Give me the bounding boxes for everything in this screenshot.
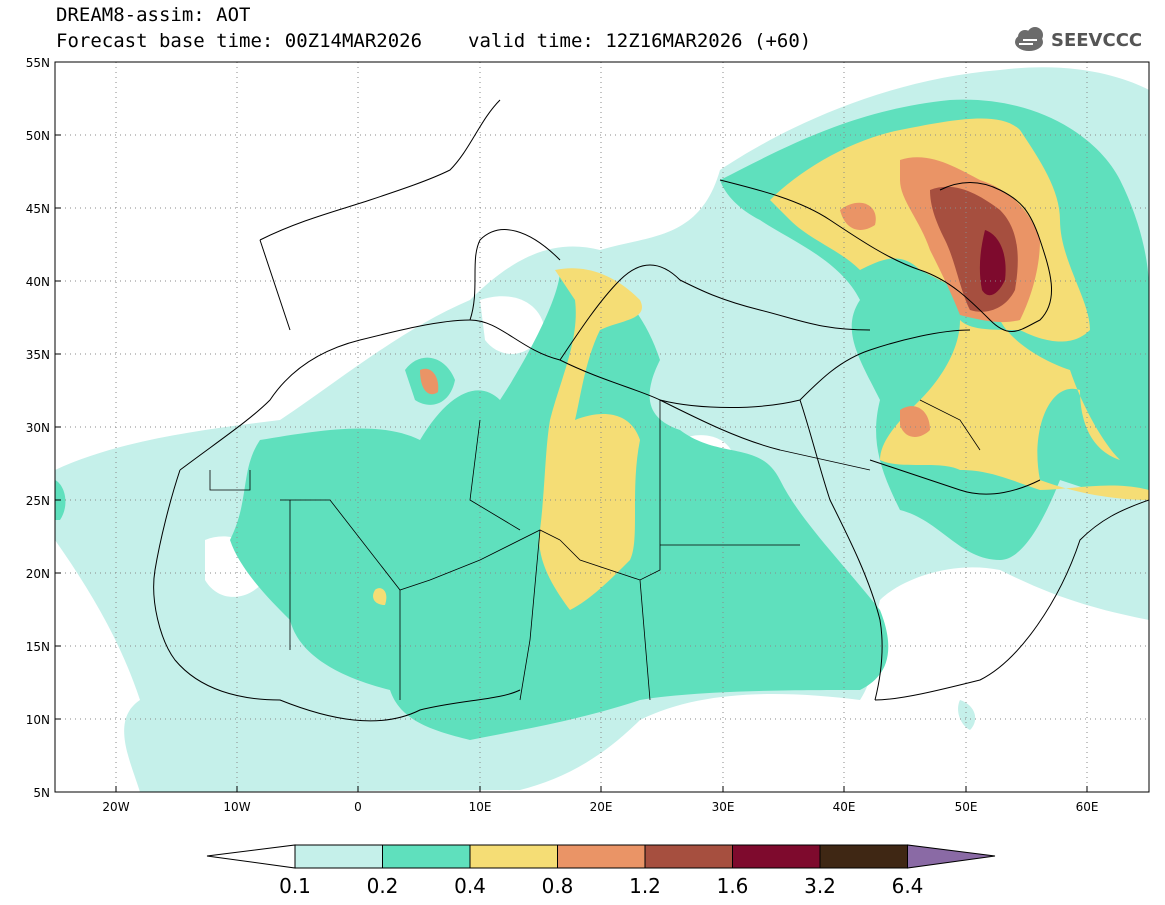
lat-label: 55N	[26, 56, 50, 70]
base-time: Forecast base time: 00Z14MAR2026	[56, 30, 423, 52]
colorbar-box	[382, 844, 471, 869]
colorbar-box	[644, 844, 733, 869]
borders	[209, 399, 981, 701]
valid-time: valid time: 12Z16MAR2026 (+60)	[468, 30, 812, 52]
lat-label: 20N	[26, 567, 50, 581]
lat-label: 50N	[26, 129, 50, 143]
lat-label: 45N	[26, 202, 50, 216]
lon-label: 60E	[1076, 800, 1099, 814]
map-title: DREAM8-assim: AOT	[56, 4, 251, 26]
colorbar-box	[819, 844, 908, 869]
colorbar-label: 3.2	[804, 874, 836, 898]
lat-label: 25N	[26, 494, 50, 508]
tick-marks	[55, 134, 1088, 792]
colorbar-label: 0.1	[279, 874, 311, 898]
lon-label: 40E	[833, 800, 856, 814]
lon-label: 10E	[469, 800, 492, 814]
lon-label: 0	[354, 800, 362, 814]
lon-label: 10W	[223, 800, 250, 814]
colorbar-label: 6.4	[892, 874, 924, 898]
lon-label: 20E	[590, 800, 613, 814]
aot-level-1.6	[979, 230, 1006, 296]
colorbar-box	[294, 844, 383, 869]
colorbar-label: 1.6	[717, 874, 749, 898]
lat-label: 5N	[33, 786, 50, 800]
graticule	[55, 62, 1149, 792]
colorbar-label: 0.4	[454, 874, 486, 898]
logo-text: SEEVCCC	[1051, 30, 1142, 51]
lat-label: 40N	[26, 275, 50, 289]
cloud-icon	[1015, 27, 1043, 51]
seevccc-logo: SEEVCCC	[1015, 27, 1142, 51]
colorbar-box	[557, 844, 646, 869]
map-subtitle: Forecast base time: 00Z14MAR2026 valid ti…	[56, 30, 811, 52]
colorbar-label: 0.8	[542, 874, 574, 898]
colorbar-box	[732, 844, 821, 869]
latitude-labels: 55N 50N 45N 40N 35N 30N 25N 20N 15N 10N …	[26, 56, 50, 800]
colorbar: 0.1 0.2 0.4 0.8 1.2 1.6 3.2 6.4	[206, 844, 996, 898]
lat-label: 35N	[26, 348, 50, 362]
lon-label: 20W	[102, 800, 129, 814]
colorbar-label: 1.2	[629, 874, 661, 898]
colorbar-box	[469, 844, 558, 869]
lon-label: 50E	[955, 800, 978, 814]
lat-label: 10N	[26, 713, 50, 727]
colorbar-under-arrow	[206, 844, 296, 869]
lat-label: 30N	[26, 421, 50, 435]
lon-label: 30E	[712, 800, 735, 814]
colorbar-over-arrow	[907, 844, 996, 869]
lat-label: 15N	[26, 640, 50, 654]
colorbar-label: 0.2	[367, 874, 399, 898]
longitude-labels: 20W 10W 0 10E 20E 30E 40E 50E 60E	[102, 800, 1098, 814]
